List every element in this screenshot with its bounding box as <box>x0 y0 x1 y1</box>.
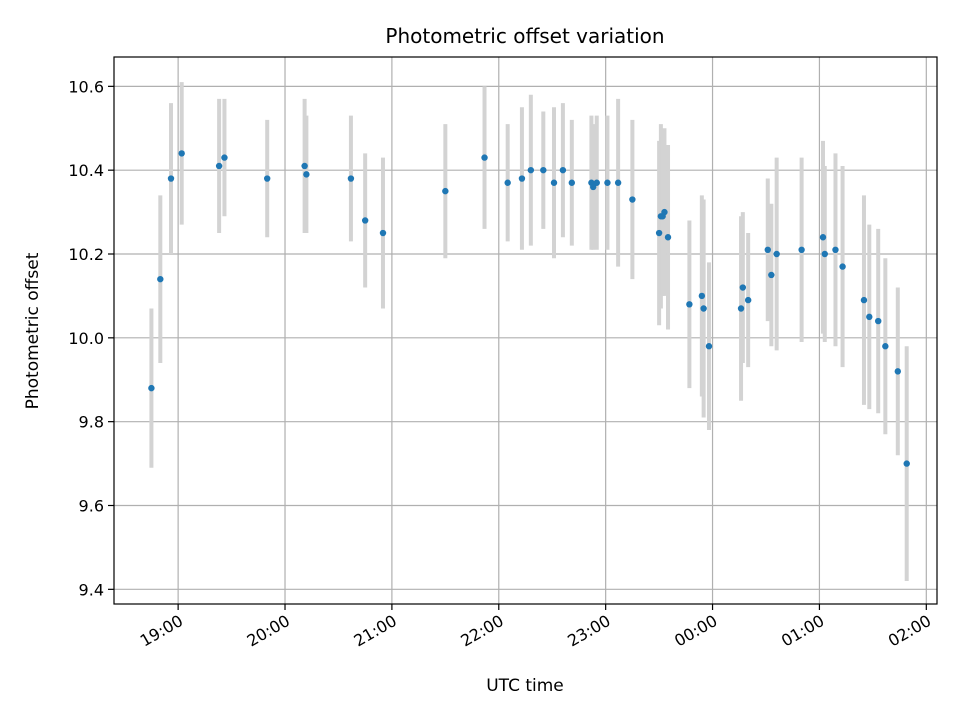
data-point <box>215 162 223 170</box>
data-point <box>686 301 693 308</box>
data-point <box>540 166 547 174</box>
data-point <box>178 150 185 157</box>
data-point <box>819 234 827 241</box>
data-point <box>221 154 228 161</box>
data-point <box>629 196 636 203</box>
y-tick-label: 10.0 <box>68 329 104 348</box>
data-point <box>604 179 611 186</box>
data-point <box>698 292 706 300</box>
errorbar-layer <box>149 82 909 581</box>
data-point <box>167 175 175 182</box>
data-point <box>882 343 889 350</box>
chart-title: Photometric offset variation <box>385 24 664 48</box>
data-point <box>481 154 488 161</box>
data-point <box>263 175 271 182</box>
data-point <box>821 250 828 258</box>
data-point <box>737 305 745 312</box>
tick-layer: 19:00 20:00 21:00 22:00 23:00 00:00 01:00 02:00… <box>68 77 934 650</box>
data-point <box>832 246 839 254</box>
data-point <box>798 246 805 254</box>
y-tick-label: 9.8 <box>79 413 104 432</box>
x-tick-label: 01:00 <box>778 611 827 651</box>
data-point <box>527 166 535 174</box>
data-point <box>768 271 775 279</box>
data-point <box>301 162 308 170</box>
data-point <box>875 317 882 325</box>
x-tick-label: 20:00 <box>244 611 293 651</box>
data-point <box>700 305 707 312</box>
data-point <box>379 229 387 237</box>
data-point <box>593 179 600 186</box>
x-tick-label: 21:00 <box>350 611 399 651</box>
y-tick-label: 10.2 <box>68 245 104 264</box>
data-point <box>739 284 747 291</box>
data-point <box>157 275 164 283</box>
data-point <box>361 217 369 224</box>
y-tick-label: 9.4 <box>79 580 104 599</box>
data-point <box>148 384 155 392</box>
grid-layer <box>114 57 937 604</box>
data-point <box>589 183 597 191</box>
y-tick-label: 10.6 <box>68 77 104 96</box>
y-tick-label: 10.4 <box>68 161 104 180</box>
data-point <box>839 263 846 270</box>
data-point <box>664 234 672 241</box>
data-point <box>705 343 713 350</box>
data-point <box>764 246 771 254</box>
data-point <box>504 179 511 186</box>
point-layer <box>148 150 910 467</box>
data-point <box>894 368 902 375</box>
x-tick-label: 23:00 <box>564 611 613 651</box>
plot-frame <box>113 56 938 605</box>
data-point <box>903 460 910 467</box>
data-point <box>661 208 668 216</box>
x-tick-label: 19:00 <box>137 611 186 651</box>
x-tick-label: 00:00 <box>671 611 720 651</box>
data-point <box>303 171 310 178</box>
data-point <box>773 250 780 258</box>
data-point <box>866 313 873 321</box>
x-axis-label: UTC time <box>486 676 564 696</box>
data-point <box>518 175 526 182</box>
data-point <box>347 175 355 182</box>
data-point <box>860 296 868 304</box>
data-point <box>568 179 576 186</box>
x-tick-label: 22:00 <box>457 611 506 651</box>
data-point <box>442 187 449 195</box>
data-point <box>744 296 752 304</box>
y-axis-label: Photometric offset <box>23 252 43 409</box>
x-tick-label: 02:00 <box>885 611 934 651</box>
data-point <box>559 166 567 174</box>
data-point <box>550 179 558 186</box>
data-point <box>614 179 622 186</box>
y-tick-label: 9.6 <box>79 496 104 515</box>
data-point <box>655 229 663 237</box>
